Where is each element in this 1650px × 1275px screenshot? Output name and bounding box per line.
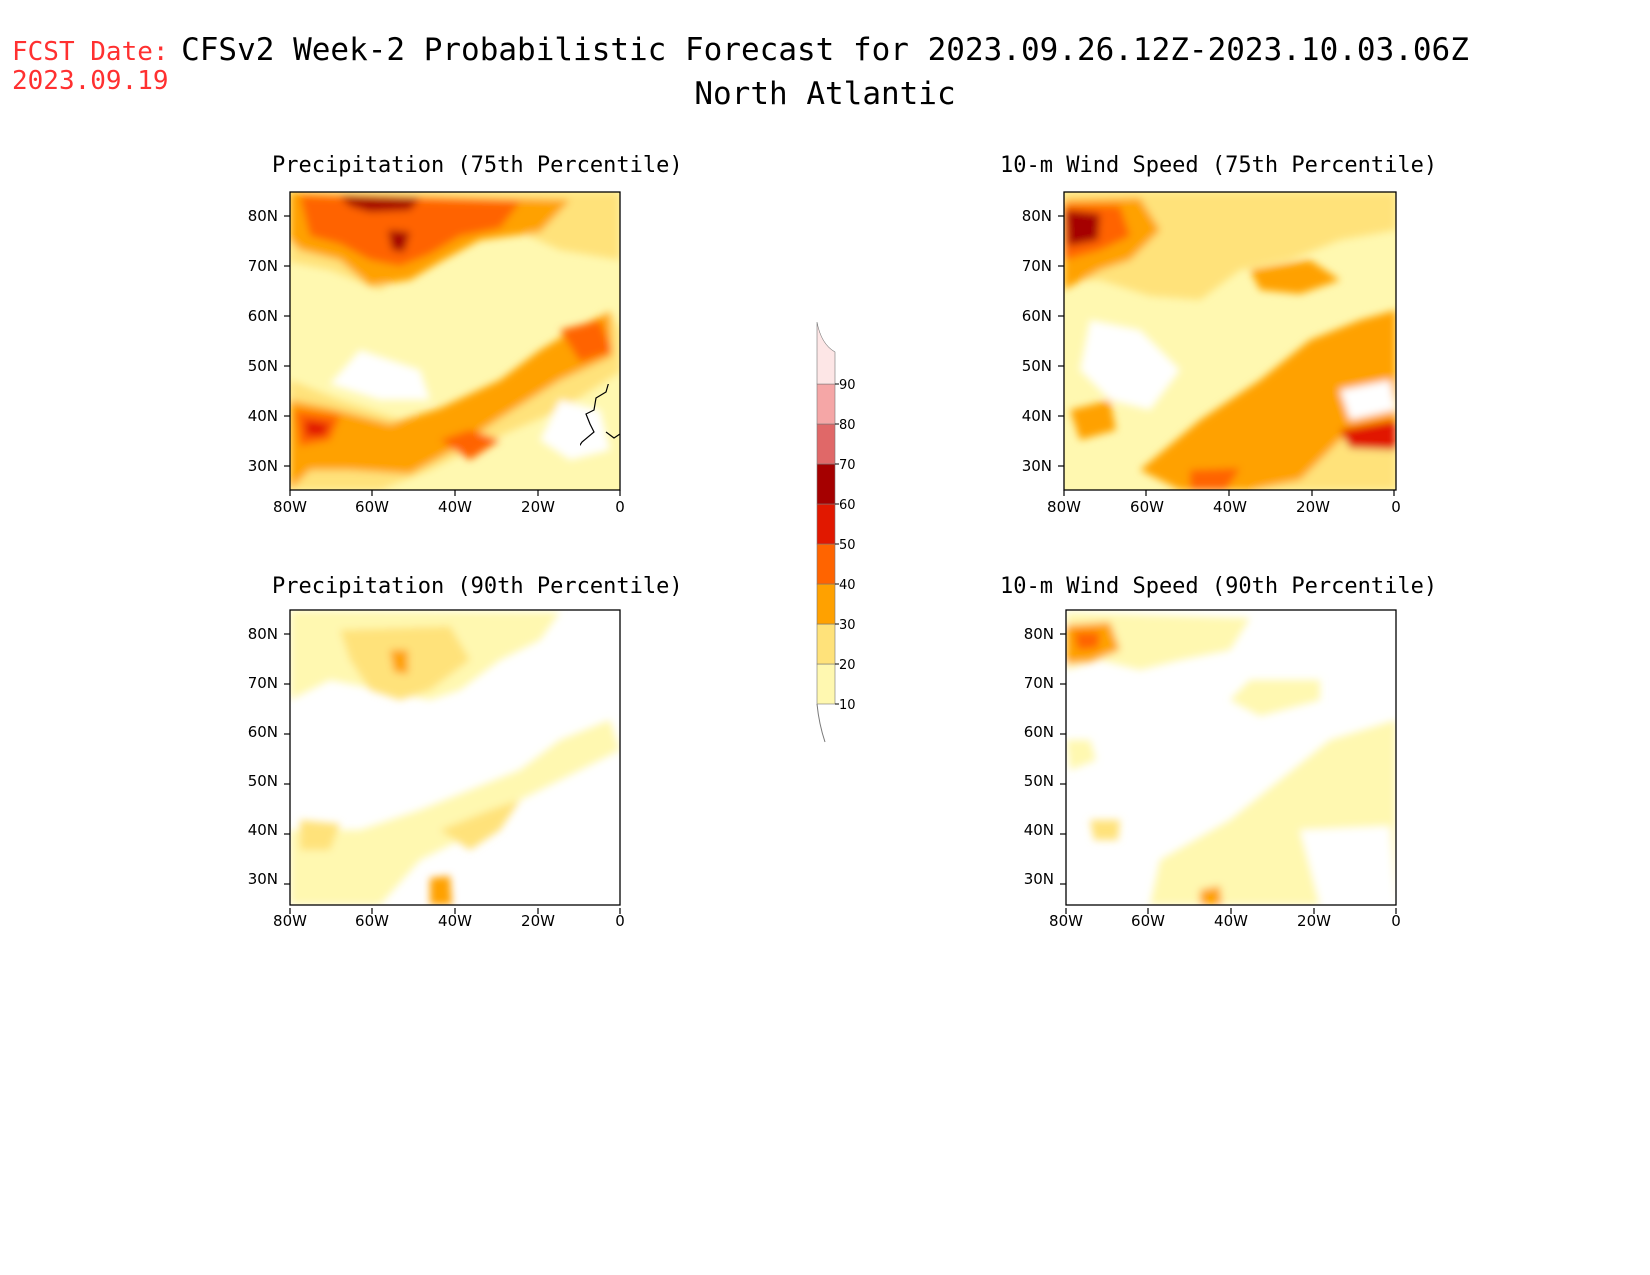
lat-labels-panel-1: 80N 70N 60N 50N 40N 30N: [248, 207, 278, 475]
map-panel-precip-75: [283, 191, 621, 497]
colorbar-label: 70: [839, 458, 856, 473]
lat-label: 70N: [1024, 674, 1054, 692]
lat-labels-panel-2: 80N 70N 60N 50N 40N 30N: [1022, 207, 1052, 475]
colorbar-swatch: [816, 463, 836, 505]
colorbar-label: 40: [839, 578, 856, 593]
map-panel-precip-90: [283, 609, 621, 915]
colorbar-swatch: [816, 623, 836, 665]
lon-label: 60W: [1130, 498, 1164, 516]
lat-label: 40N: [248, 821, 278, 839]
lat-label: 80N: [248, 207, 278, 225]
lat-label: 60N: [1024, 723, 1054, 741]
lon-label: 60W: [355, 912, 389, 930]
colorbar-swatch: [816, 321, 836, 385]
lon-label: 80W: [1047, 498, 1081, 516]
lat-label: 50N: [248, 772, 278, 790]
colorbar-swatch: [816, 383, 836, 425]
lat-label: 70N: [248, 674, 278, 692]
lon-label: 60W: [1131, 912, 1165, 930]
lon-label: 20W: [1297, 912, 1331, 930]
lat-label: 80N: [1024, 625, 1054, 643]
lat-label: 30N: [1024, 870, 1054, 888]
forecast-date-label: FCST Date:: [12, 37, 169, 67]
lat-label: 80N: [248, 625, 278, 643]
lat-label: 60N: [248, 307, 278, 325]
colorbar-swatch: [816, 663, 836, 705]
lat-label: 30N: [248, 870, 278, 888]
lat-label: 60N: [248, 723, 278, 741]
colorbar: 10 20 30 40 50 60 70 80 90: [816, 321, 856, 743]
lon-label: 20W: [521, 498, 555, 516]
lat-label: 50N: [1024, 772, 1054, 790]
lon-label: 0: [1391, 498, 1401, 516]
lon-label: 0: [615, 498, 625, 516]
map-panel-wind-75: [1057, 191, 1397, 497]
colorbar-tail: [816, 703, 826, 743]
lat-label: 40N: [1022, 407, 1052, 425]
forecast-date-block: FCST Date: 2023.09.19: [12, 38, 169, 96]
lat-label: 40N: [248, 407, 278, 425]
lon-label: 20W: [521, 912, 555, 930]
lon-labels-panel-1: 80W 60W 40W 20W 0: [273, 498, 625, 516]
main-title: CFSv2 Week-2 Probabilistic Forecast for …: [181, 32, 1469, 68]
colorbar-swatch: [816, 503, 836, 545]
colorbar-swatch: [816, 423, 836, 465]
lon-label: 0: [1391, 912, 1401, 930]
colorbar-swatch: [816, 583, 836, 625]
lat-label: 30N: [1022, 457, 1052, 475]
region-subtitle: North Atlantic: [694, 76, 956, 112]
colorbar-label: 10: [839, 698, 856, 713]
lon-label: 80W: [1049, 912, 1083, 930]
lon-label: 80W: [273, 498, 307, 516]
map-panel-wind-90: [1059, 609, 1397, 915]
lat-label: 80N: [1022, 207, 1052, 225]
lon-label: 20W: [1296, 498, 1330, 516]
colorbar-label: 80: [839, 418, 856, 433]
lat-labels-panel-4: 80N 70N 60N 50N 40N 30N: [1024, 625, 1054, 888]
lat-label: 30N: [248, 457, 278, 475]
colorbar-label: 50: [839, 538, 856, 553]
lon-label: 80W: [273, 912, 307, 930]
lat-label: 50N: [248, 357, 278, 375]
lat-label: 70N: [248, 257, 278, 275]
lon-label: 60W: [355, 498, 389, 516]
lat-label: 60N: [1022, 307, 1052, 325]
lat-label: 50N: [1022, 357, 1052, 375]
lon-labels-panel-4: 80W 60W 40W 20W 0: [1049, 912, 1401, 930]
colorbar-label: 60: [839, 498, 856, 513]
forecast-date-value: 2023.09.19: [12, 66, 169, 96]
colorbar-label: 30: [839, 618, 856, 633]
lat-labels-panel-3: 80N 70N 60N 50N 40N 30N: [248, 625, 278, 888]
lon-label: 40W: [438, 498, 472, 516]
colorbar-label: 90: [839, 378, 856, 393]
colorbar-swatch: [816, 543, 836, 585]
lon-labels-panel-3: 80W 60W 40W 20W 0: [273, 912, 625, 930]
lat-label: 40N: [1024, 821, 1054, 839]
lat-label: 70N: [1022, 257, 1052, 275]
lon-label: 40W: [1214, 912, 1248, 930]
colorbar-label: 20: [839, 658, 856, 673]
lon-label: 40W: [438, 912, 472, 930]
lon-labels-panel-2: 80W 60W 40W 20W 0: [1047, 498, 1401, 516]
lon-label: 40W: [1213, 498, 1247, 516]
lon-label: 0: [615, 912, 625, 930]
